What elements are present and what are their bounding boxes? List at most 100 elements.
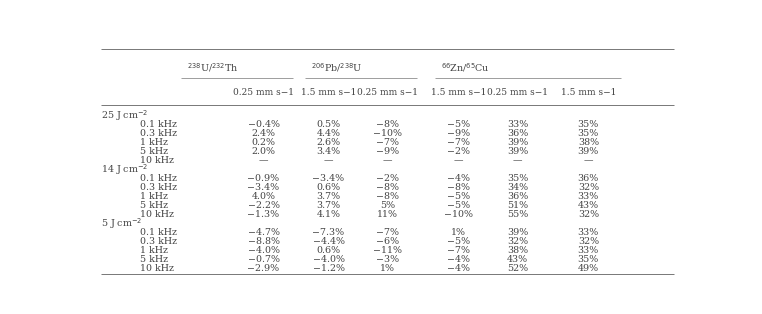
Text: 33%: 33% [578, 192, 599, 201]
Text: 1.5 mm s−1: 1.5 mm s−1 [561, 88, 616, 97]
Text: 32%: 32% [578, 183, 599, 192]
Text: 38%: 38% [507, 246, 528, 255]
Text: −5%: −5% [447, 201, 470, 210]
Text: −7%: −7% [447, 246, 470, 255]
Text: $^{66}$Zn/$^{65}$Cu: $^{66}$Zn/$^{65}$Cu [440, 62, 489, 74]
Text: −4%: −4% [447, 264, 470, 273]
Text: 51%: 51% [507, 201, 528, 210]
Text: 10 kHz: 10 kHz [139, 210, 174, 219]
Text: −0.9%: −0.9% [248, 174, 280, 183]
Text: −5%: −5% [447, 192, 470, 201]
Text: 2.0%: 2.0% [251, 147, 276, 156]
Text: −7.3%: −7.3% [312, 228, 344, 237]
Text: 25 J cm$^{-2}$: 25 J cm$^{-2}$ [101, 109, 149, 123]
Text: −2%: −2% [447, 147, 470, 156]
Text: −9%: −9% [376, 147, 399, 156]
Text: 2.6%: 2.6% [316, 138, 341, 147]
Text: 0.1 kHz: 0.1 kHz [139, 228, 177, 237]
Text: 0.3 kHz: 0.3 kHz [139, 129, 177, 138]
Text: −11%: −11% [373, 246, 402, 255]
Text: 5 kHz: 5 kHz [139, 201, 168, 210]
Text: 1 kHz: 1 kHz [139, 192, 168, 201]
Text: 5 kHz: 5 kHz [139, 255, 168, 264]
Text: 11%: 11% [377, 210, 398, 219]
Text: —: — [584, 156, 593, 165]
Text: 5%: 5% [380, 201, 395, 210]
Text: —: — [513, 156, 522, 165]
Text: 1 kHz: 1 kHz [139, 138, 168, 147]
Text: 38%: 38% [578, 138, 599, 147]
Text: 35%: 35% [578, 129, 599, 138]
Text: 0.5%: 0.5% [316, 121, 341, 129]
Text: 39%: 39% [578, 147, 599, 156]
Text: 43%: 43% [507, 255, 528, 264]
Text: 55%: 55% [507, 210, 528, 219]
Text: 32%: 32% [507, 237, 528, 246]
Text: 1%: 1% [451, 228, 466, 237]
Text: −4.4%: −4.4% [312, 237, 344, 246]
Text: −4.0%: −4.0% [312, 255, 344, 264]
Text: 33%: 33% [578, 228, 599, 237]
Text: −10%: −10% [444, 210, 473, 219]
Text: $^{238}$U/$^{232}$Th: $^{238}$U/$^{232}$Th [187, 62, 239, 74]
Text: 33%: 33% [578, 246, 599, 255]
Text: −1.3%: −1.3% [248, 210, 280, 219]
Text: 4.1%: 4.1% [316, 210, 341, 219]
Text: 0.25 mm s−1: 0.25 mm s−1 [233, 88, 294, 97]
Text: −4.0%: −4.0% [248, 246, 280, 255]
Text: —: — [324, 156, 333, 165]
Text: −8%: −8% [376, 192, 399, 201]
Text: 5 J cm$^{-2}$: 5 J cm$^{-2}$ [101, 217, 142, 231]
Text: 0.6%: 0.6% [316, 183, 341, 192]
Text: 52%: 52% [507, 264, 528, 273]
Text: 39%: 39% [507, 138, 528, 147]
Text: −0.7%: −0.7% [248, 255, 280, 264]
Text: −7%: −7% [376, 138, 399, 147]
Text: 0.6%: 0.6% [316, 246, 341, 255]
Text: −3%: −3% [376, 255, 399, 264]
Text: −8%: −8% [376, 183, 399, 192]
Text: −8.8%: −8.8% [248, 237, 280, 246]
Text: −4%: −4% [447, 174, 470, 183]
Text: 0.1 kHz: 0.1 kHz [139, 174, 177, 183]
Text: −4.7%: −4.7% [248, 228, 280, 237]
Text: −5%: −5% [447, 121, 470, 129]
Text: −10%: −10% [373, 129, 402, 138]
Text: 1%: 1% [380, 264, 395, 273]
Text: 32%: 32% [578, 210, 599, 219]
Text: 49%: 49% [578, 264, 599, 273]
Text: 32%: 32% [578, 237, 599, 246]
Text: −2.9%: −2.9% [248, 264, 280, 273]
Text: 33%: 33% [507, 121, 528, 129]
Text: −2%: −2% [376, 174, 399, 183]
Text: 2.4%: 2.4% [251, 129, 276, 138]
Text: −2.2%: −2.2% [248, 201, 280, 210]
Text: 39%: 39% [507, 147, 528, 156]
Text: 35%: 35% [578, 121, 599, 129]
Text: 5 kHz: 5 kHz [139, 147, 168, 156]
Text: −1.2%: −1.2% [312, 264, 344, 273]
Text: —: — [383, 156, 392, 165]
Text: 3.7%: 3.7% [316, 201, 341, 210]
Text: 3.4%: 3.4% [316, 147, 341, 156]
Text: 39%: 39% [507, 228, 528, 237]
Text: 43%: 43% [578, 201, 599, 210]
Text: 10 kHz: 10 kHz [139, 156, 174, 165]
Text: −8%: −8% [447, 183, 470, 192]
Text: 0.2%: 0.2% [251, 138, 276, 147]
Text: 0.25 mm s−1: 0.25 mm s−1 [487, 88, 548, 97]
Text: 0.25 mm s−1: 0.25 mm s−1 [357, 88, 418, 97]
Text: 36%: 36% [507, 192, 528, 201]
Text: −3.4%: −3.4% [248, 183, 280, 192]
Text: 1 kHz: 1 kHz [139, 246, 168, 255]
Text: 4.0%: 4.0% [251, 192, 276, 201]
Text: 35%: 35% [578, 255, 599, 264]
Text: —: — [259, 156, 268, 165]
Text: −8%: −8% [376, 121, 399, 129]
Text: −4%: −4% [447, 255, 470, 264]
Text: 35%: 35% [507, 174, 528, 183]
Text: 1.5 mm s−1: 1.5 mm s−1 [301, 88, 356, 97]
Text: 34%: 34% [507, 183, 528, 192]
Text: −3.4%: −3.4% [312, 174, 344, 183]
Text: −0.4%: −0.4% [248, 121, 280, 129]
